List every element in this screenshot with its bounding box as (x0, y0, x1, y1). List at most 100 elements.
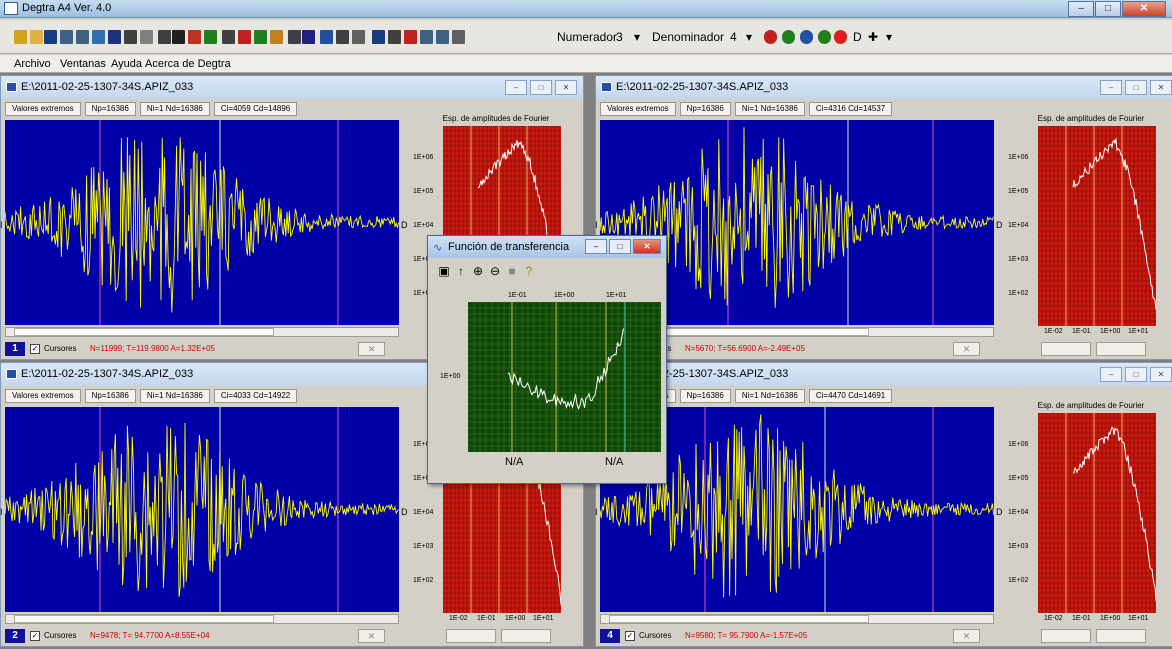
fit-icon[interactable] (782, 30, 795, 44)
folder-icon[interactable] (30, 30, 43, 44)
zoom-in2-icon[interactable] (420, 30, 433, 44)
wave-icon[interactable] (108, 30, 121, 44)
grid-icon[interactable] (92, 30, 105, 44)
dropdown-icon[interactable] (352, 30, 365, 44)
scroll-thumb[interactable] (609, 615, 869, 623)
stop-icon[interactable] (834, 30, 847, 44)
search-icon[interactable] (222, 30, 235, 44)
zoom-in-icon[interactable] (60, 30, 73, 44)
zoom-in-icon[interactable]: ⊕ (472, 264, 484, 278)
waveform-plot[interactable] (5, 407, 399, 612)
zoom-out-icon[interactable]: ⊖ (489, 264, 501, 278)
transfer-plot[interactable] (468, 302, 661, 452)
window-restore-button[interactable]: □ (1125, 80, 1147, 95)
integral-icon[interactable] (158, 30, 171, 44)
cursores-checkbox[interactable]: ✓ (30, 631, 40, 641)
numerador-value[interactable]: 3 (616, 30, 623, 44)
window-close-button[interactable]: ✕ (555, 80, 577, 95)
i-label: I (595, 507, 598, 517)
crosshair-icon[interactable]: ✚ (868, 30, 879, 44)
valores-extremos-button[interactable]: Valores extremos (5, 102, 81, 116)
save-icon[interactable]: ▣ (438, 264, 450, 278)
window-minimize-button[interactable]: – (1100, 80, 1122, 95)
denominador-dropdown-icon[interactable]: ▾ (746, 30, 753, 44)
gray-square-icon[interactable]: ■ (508, 264, 516, 278)
horizontal-scrollbar[interactable] (5, 327, 399, 337)
cursores-checkbox[interactable]: ✓ (30, 344, 40, 354)
window-icon (6, 82, 17, 92)
print-icon[interactable] (336, 30, 349, 44)
chart-icon[interactable] (320, 30, 333, 44)
green-plot-icon[interactable] (254, 30, 267, 44)
derivative-icon[interactable] (172, 30, 185, 44)
fourier-spectrum-plot[interactable] (1038, 413, 1156, 613)
fas-xtick: 1E-01 (1072, 615, 1091, 622)
menu-archivo[interactable]: Archivo (14, 58, 51, 70)
window-minimize-button[interactable]: – (505, 80, 527, 95)
valores-extremos-button[interactable]: Valores extremos (600, 102, 676, 116)
help-icon[interactable]: ? (525, 264, 533, 278)
minimize-button[interactable]: – (1068, 1, 1094, 17)
stack-icon[interactable] (800, 30, 813, 44)
menu-acerca[interactable]: Acerca de Degtra (145, 58, 231, 70)
fas-ytick: 1E+06 (413, 154, 434, 161)
arrow-up-icon[interactable]: ↑ (458, 264, 464, 278)
transfer-minimize-button[interactable]: – (585, 239, 607, 254)
window-title-bar[interactable]: E:\2011-02-25-1307-34S.APIZ_033–□✕ (596, 363, 1172, 386)
dropdown2-icon[interactable] (452, 30, 465, 44)
divide-icon[interactable] (764, 30, 777, 44)
fourier-spectrum-plot[interactable] (1038, 126, 1156, 326)
signal-window-3[interactable]: E:\2011-02-25-1307-34S.APIZ_033– □ ✕ Valore… (595, 75, 1172, 360)
transfer-function-window[interactable]: ∿ Función de transferencia – □ ✕ ▣ ↑ ⊕ ⊖… (427, 235, 667, 484)
save-icon[interactable] (44, 30, 57, 44)
red-plot-icon[interactable] (238, 30, 251, 44)
window-minimize-button[interactable]: – (1100, 367, 1122, 382)
signal-window-4[interactable]: E:\2011-02-25-1307-34S.APIZ_033–□✕Valore… (595, 362, 1172, 647)
scroll-thumb[interactable] (14, 328, 274, 336)
lines-icon[interactable] (124, 30, 137, 44)
up-icon[interactable] (388, 30, 401, 44)
open-icon[interactable] (14, 30, 27, 44)
table-icon[interactable] (204, 30, 217, 44)
denominador-value[interactable]: 4 (730, 30, 737, 44)
fas-ytick: 1E+03 (1008, 256, 1029, 263)
zoom-out2-icon[interactable] (436, 30, 449, 44)
menu-ventanas[interactable]: Ventanas (60, 58, 106, 70)
window-close-button[interactable]: ✕ (1150, 367, 1172, 382)
transfer-maximize-button[interactable]: □ (609, 239, 631, 254)
scissors-icon[interactable] (288, 30, 301, 44)
waveform-plot[interactable] (5, 120, 399, 325)
window-title-bar[interactable]: E:\2011-02-25-1307-34S.APIZ_033–□✕ (1, 76, 583, 99)
valores-extremos-button[interactable]: Valores extremos (5, 389, 81, 403)
d-button[interactable]: D (853, 30, 862, 44)
transfer-close-button[interactable]: ✕ (633, 239, 661, 254)
maximize-button[interactable]: □ (1095, 1, 1121, 17)
dropdown3-icon[interactable]: ▾ (886, 30, 893, 44)
app-icon (4, 2, 18, 15)
window-title-bar[interactable]: E:\2011-02-25-1307-34S.APIZ_033–□✕ (596, 76, 1172, 99)
window-restore-button[interactable]: □ (530, 80, 552, 95)
horizontal-scrollbar[interactable] (600, 614, 994, 624)
counter-icon[interactable] (302, 30, 315, 44)
save2-icon[interactable] (372, 30, 385, 44)
zoom-out-icon[interactable] (76, 30, 89, 44)
refresh-icon[interactable] (818, 30, 831, 44)
menu-ayuda[interactable]: Ayuda (111, 58, 142, 70)
cursores-checkbox[interactable]: ✓ (625, 631, 635, 641)
numerador-dropdown-icon[interactable]: ▾ (634, 30, 641, 44)
horizontal-scrollbar[interactable] (5, 614, 399, 624)
corner-button[interactable]: ✕ (358, 342, 385, 356)
window-close-button[interactable]: ✕ (1150, 80, 1172, 95)
spectrum-icon[interactable] (188, 30, 201, 44)
close-button[interactable]: ✕ (1122, 1, 1166, 17)
corner-button[interactable]: ✕ (953, 342, 980, 356)
scroll-thumb[interactable] (14, 615, 274, 623)
line-plot-icon[interactable] (270, 30, 283, 44)
transfer-title-bar[interactable]: ∿ Función de transferencia – □ ✕ (428, 236, 666, 258)
corner-button[interactable]: ✕ (358, 629, 385, 643)
window-restore-button[interactable]: □ (1125, 367, 1147, 382)
corner-button[interactable]: ✕ (953, 629, 980, 643)
filter-icon[interactable] (140, 30, 153, 44)
fas-value-box (1041, 342, 1091, 356)
lightning-icon[interactable] (404, 30, 417, 44)
